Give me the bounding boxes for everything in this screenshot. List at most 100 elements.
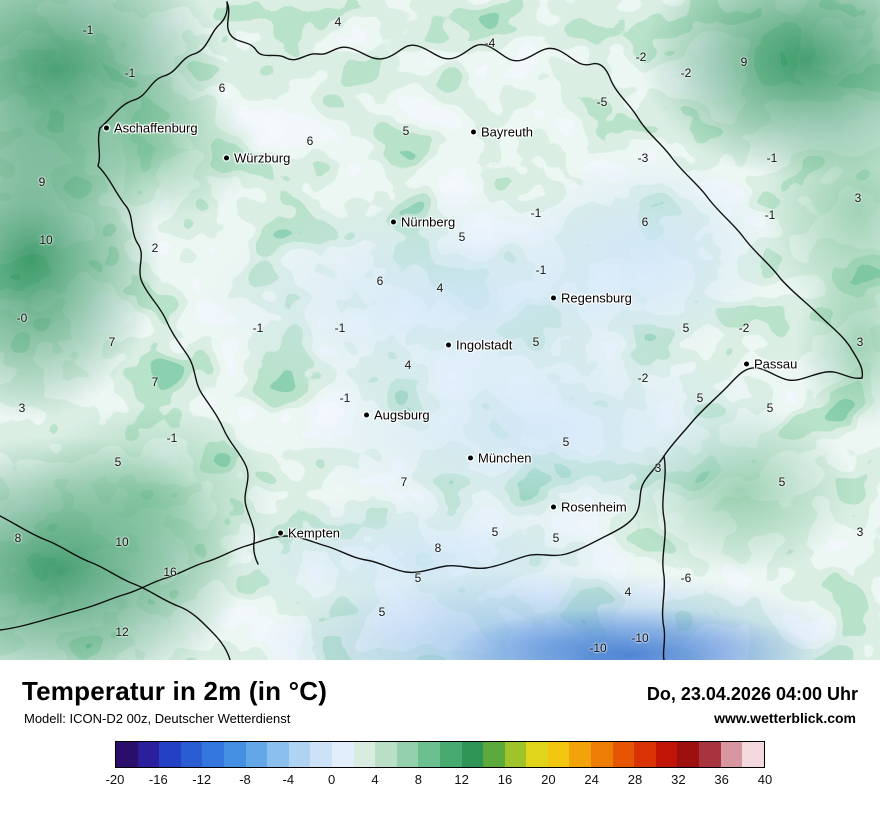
temperature-value-label: 7 [151,375,159,389]
colorbar-segment [504,742,527,767]
colorbar-ticks: -20 -16 -12 -8 -4 0 4 8 12 16 20 24 28 32 36 40 [106,772,773,790]
colorbar-segment [116,742,138,767]
temperature-value-label: 5 [378,605,386,619]
city-label: Ingolstadt [456,337,513,353]
colorbar-tick-label: 20 [541,772,556,787]
city-marker: Bayreuth [471,125,533,140]
colorbar-segment [461,742,484,767]
colorbar-segment [396,742,419,767]
temperature-value-label: -1 [339,391,351,405]
temperature-value-label: 10 [115,535,129,549]
colorbar-segment [634,742,656,767]
temperature-value-label: -1 [764,208,776,222]
colorbar-tick-label: 24 [584,772,599,787]
city-layer: Aschaffenburg Würzburg Bayreuth Nürnberg Reg… [104,121,798,541]
colorbar-tick-label: 4 [371,772,379,787]
temperature-value-label: -10 [631,631,649,645]
temperature-value-label: -6 [680,571,692,585]
page-title: Temperatur in 2m (in °C) [22,676,328,706]
temperature-value-label: 8 [14,531,22,545]
city-marker: Ingolstadt [446,338,512,353]
temperature-value-label: 5 [552,531,560,545]
temperature-value-label: 2 [151,241,159,255]
colorbar-segment [720,742,743,767]
city-dot-icon [104,125,109,131]
temperature-value-label: 3 [18,401,26,415]
website-text: www.wetterblick.com [714,710,856,726]
colorbar-segment [655,742,678,767]
city-label: Regensburg [561,290,632,306]
border-southwest-alps [0,515,231,660]
city-label: Passau [754,356,798,372]
colorbar-segment [331,742,354,767]
colorbar-segment [742,742,764,767]
temperature-value-label: -1 [82,23,94,37]
city-label: Bayreuth [481,124,534,140]
temperature-value-label: 7 [108,335,116,349]
temperature-value-label: -3 [637,151,649,165]
city-dot-icon [551,295,556,301]
colorbar-segment [418,742,440,767]
temperature-value-label: 6 [641,215,649,229]
colorbar-tick-label: 40 [757,772,773,787]
city-dot-icon [224,155,229,161]
colorbar-segment [223,742,246,767]
city-dot-icon [446,342,451,348]
temperature-value-label: -2 [680,66,692,80]
city-dot-icon [468,455,473,461]
temperature-value-label: 8 [434,541,442,555]
colorbar-segments [115,741,765,768]
city-dot-icon [551,504,556,510]
city-marker: Regensburg [551,291,632,306]
city-label: Augsburg [374,407,430,423]
colorbar-segment [612,742,635,767]
colorbar-tick-label: 28 [627,772,643,787]
temperature-value-label: -1 [535,263,547,277]
temperature-value-label: 9 [740,55,748,69]
temperature-value-label: 5 [491,525,499,539]
temperature-value-label: 3 [654,461,662,475]
colorbar-segment [288,742,311,767]
city-marker: Nürnberg [391,215,455,230]
colorbar-tick-label: -20 [105,772,125,787]
temperature-value-label: 5 [682,321,690,335]
map-field-svg [0,0,880,660]
temperature-value-label: -1 [166,431,178,445]
temperature-value-label: 5 [778,475,786,489]
temperature-value-label: 4 [436,281,444,295]
temperature-value-label: 5 [414,571,422,585]
forecast-datetime: Do, 23.04.2026 04:00 Uhr [646,684,858,704]
temperature-value-label: -10 [589,641,607,655]
temperature-value-label: -1 [124,66,136,80]
temperature-value-label: 7 [400,475,408,489]
colorbar-segment [267,742,289,767]
temperature-value-label: 3 [854,191,862,205]
city-marker: München [468,451,531,466]
colorbar-segment [375,742,397,767]
temperature-value-label: -4 [484,36,496,50]
colorbar-tick-label: 0 [328,772,336,787]
temperature-value-label: 6 [376,274,384,288]
temperature-value-label: -1 [530,206,542,220]
colorbar-segment [569,742,592,767]
legend-panel: Temperatur in 2m (in °C) Do, 23.04.2026 … [0,660,880,830]
city-marker: Aschaffenburg [104,121,198,136]
colorbar-segment [137,742,160,767]
temperature-value-label: 3 [856,335,864,349]
temperature-value-label: 16 [163,565,177,579]
city-label: Nürnberg [401,214,456,230]
city-label: Rosenheim [561,499,627,515]
colorbar-tick-label: 12 [454,772,469,787]
temperature-value-label: 4 [404,358,412,372]
city-dot-icon [278,530,283,536]
temperature-value-label: -2 [635,50,647,64]
temperature-value-label: 9 [38,175,46,189]
colorbar-segment [591,742,613,767]
colorbar-tick-label: 8 [414,772,422,787]
colorbar-segment [677,742,700,767]
border-northwest [99,1,228,129]
city-marker: Rosenheim [551,500,627,515]
colorbar-tick-label: 36 [714,772,729,787]
colorbar-segment [483,742,505,767]
